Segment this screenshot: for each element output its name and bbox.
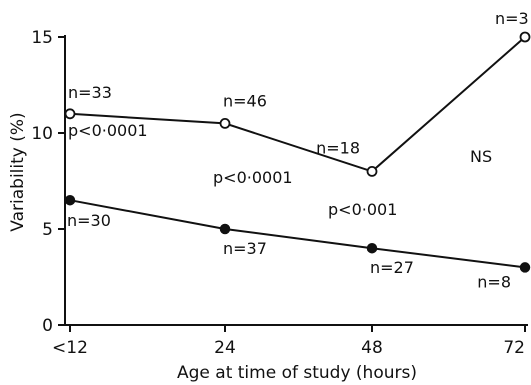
- series-group: n=33 n=46 n=18 n=3 n=30 n=37 n=27 n=8: [64, 9, 531, 291]
- series-line-1: [69, 36, 526, 173]
- significance-annotation: p<0·0001: [213, 168, 293, 187]
- significance-annotation: p<0·001: [328, 200, 397, 219]
- data-point: [64, 194, 76, 206]
- x-tick-label: 24: [214, 338, 236, 358]
- annotations-group: p<0·0001 p<0·0001 p<0·001 NS: [68, 121, 492, 219]
- data-point: [219, 223, 231, 235]
- data-point: [366, 165, 378, 177]
- y-ticks: 0 5 10 15: [31, 28, 65, 336]
- y-tick-label: 0: [42, 316, 53, 336]
- data-label: n=30: [67, 211, 111, 230]
- y-tick-label: 15: [31, 28, 53, 48]
- data-point: [366, 242, 378, 254]
- data-label: n=3: [495, 9, 529, 28]
- data-label: n=18: [316, 138, 360, 157]
- data-point: [519, 262, 531, 273]
- significance-annotation: p<0·0001: [68, 121, 148, 140]
- chart-axes: [64, 35, 528, 326]
- significance-annotation: NS: [470, 147, 492, 166]
- series-line-2: [69, 199, 526, 269]
- y-tick-label: 10: [31, 124, 53, 144]
- y-tick-label: 5: [42, 220, 53, 240]
- data-label: n=27: [370, 258, 414, 277]
- data-label: n=46: [223, 91, 267, 110]
- data-label: n=37: [223, 239, 267, 258]
- data-label: n=33: [68, 83, 112, 102]
- y-axis-label: Variability (%): [8, 112, 28, 231]
- x-tick-label: <12: [52, 338, 88, 358]
- data-point: [64, 108, 76, 120]
- x-ticks: <12 24 48 72: [52, 325, 526, 358]
- x-tick-label: 48: [361, 338, 383, 358]
- data-point: [219, 118, 231, 129]
- data-label: n=8: [477, 272, 511, 291]
- x-tick-label: 72: [503, 338, 525, 358]
- data-point: [519, 31, 531, 43]
- x-axis-label: Age at time of study (hours): [177, 363, 417, 383]
